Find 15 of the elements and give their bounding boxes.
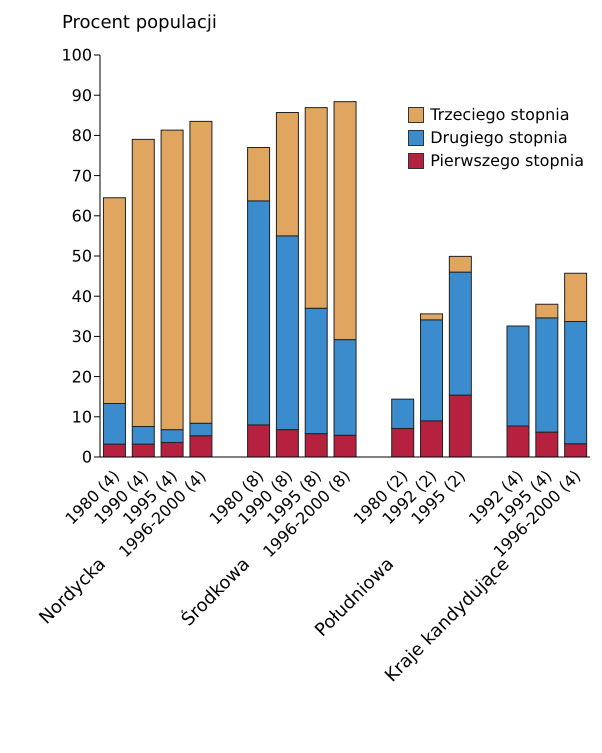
y-tick-label: 70 [72,166,92,186]
y-tick-label: 60 [72,206,92,226]
y-tick-label: 0 [82,448,92,467]
y-axis-title: Procent populacji [62,12,217,33]
y-tick-label: 100 [61,46,92,65]
y-tick-label: 10 [72,407,92,426]
y-tick-label: 20 [72,367,92,386]
y-tick-label: 80 [72,126,92,146]
y-tick-label: 90 [72,86,92,105]
legend-label: Drugiego stopnia [430,128,568,147]
y-tick-label: 30 [72,327,92,346]
y-tick-label: 50 [72,246,92,266]
legend-label: Pierwszego stopnia [430,151,584,170]
y-tick-label: 40 [72,286,92,306]
legend-label: Trzeciego stopnia [430,105,570,124]
